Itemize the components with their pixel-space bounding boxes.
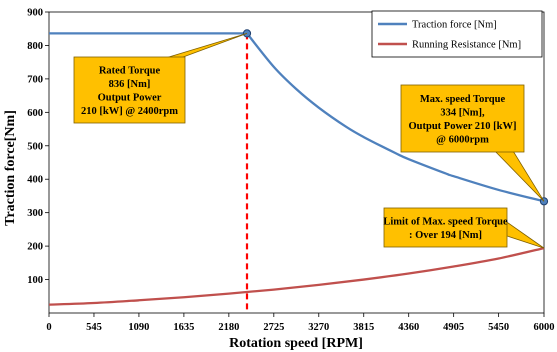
callout-text-line: @ 6000rpm — [436, 134, 489, 145]
y-tick-label: 500 — [27, 141, 43, 152]
callout-text-line: Max. speed Torque — [420, 94, 506, 105]
x-tick-label: 1635 — [173, 322, 194, 333]
y-tick-label: 800 — [27, 41, 43, 52]
x-tick-label: 545 — [86, 322, 102, 333]
x-axis-title: Rotation speed [RPM] — [229, 336, 363, 351]
x-tick-label: 2725 — [263, 322, 284, 333]
callout-box — [400, 84, 525, 153]
callout-text-line: Output Power 210 [kW] — [408, 121, 516, 132]
x-tick-label: 4905 — [443, 322, 464, 333]
plot-border — [48, 11, 545, 314]
callout-text-line: Limit of Max. speed Torque — [383, 216, 508, 227]
legend: Traction force [Nm] Running Resistance [… — [371, 10, 543, 58]
series-line-resistance — [48, 246, 545, 306]
y-tick-label: 400 — [27, 175, 43, 186]
y-tick-label: 600 — [27, 108, 43, 119]
y-axis-title: Traction force[Nm] — [3, 110, 18, 226]
x-axis-ticks: 0 545 1090 1635 2180 2725 3270 3815 4360 4905 5450… — [46, 313, 555, 333]
callout-text-line: 334 [Nm], — [440, 107, 485, 118]
y-tick-label: 200 — [27, 242, 43, 253]
y-axis-ticks: 100 200 300 400 500 600 700 800 900 — [27, 8, 49, 286]
series-layer — [48, 32, 545, 306]
x-tick-label: 6000 — [534, 322, 555, 333]
callout-text-line: 836 [Nm] — [109, 79, 151, 90]
x-tick-label: 3270 — [308, 322, 329, 333]
y-tick-label: 300 — [27, 208, 43, 219]
x-tick-label: 3815 — [353, 322, 374, 333]
y-tick-label: 100 — [27, 275, 43, 286]
callout-layer: Rated Torque 836 [Nm] Output Power 210 [kW]… — [73, 33, 545, 249]
legend-label-resistance: Running Resistance [Nm] — [412, 40, 521, 51]
x-tick-label: 1090 — [128, 322, 149, 333]
callout-text-line: Rated Torque — [99, 65, 161, 76]
callout-text-line: : Over 194 [Nm] — [409, 230, 482, 241]
plot-area — [48, 11, 545, 314]
series-line-traction — [49, 32, 545, 203]
legend-box — [371, 10, 543, 58]
legend-label-traction: Traction force [Nm] — [412, 20, 497, 31]
y-tick-label: 900 — [27, 8, 43, 19]
callout-text-line: 210 [kW] @ 2400rpm — [81, 106, 178, 117]
x-tick-label: 2180 — [218, 322, 239, 333]
callout-box — [73, 56, 186, 124]
callout-text-line: Output Power — [98, 92, 162, 103]
x-tick-label: 0 — [46, 322, 51, 333]
y-tick-label: 700 — [27, 74, 43, 85]
callout-box — [383, 207, 508, 248]
x-tick-label: 5450 — [488, 322, 509, 333]
x-tick-label: 4360 — [398, 322, 419, 333]
